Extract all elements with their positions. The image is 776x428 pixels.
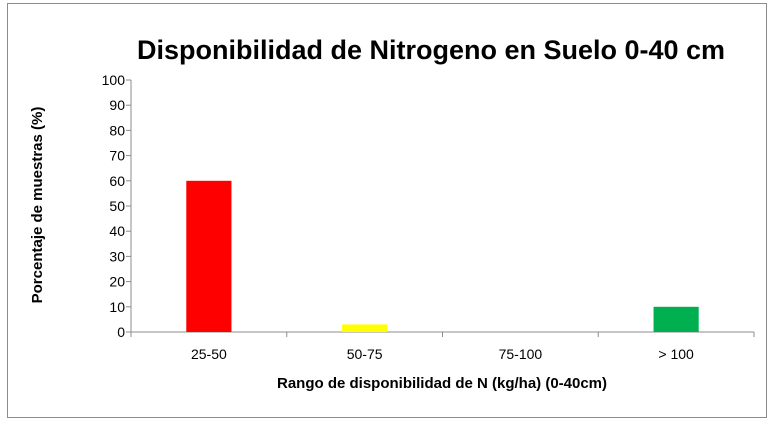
x-axis-title: Rango de disponibilidad de N (kg/ha) (0-… (277, 375, 607, 392)
chart-frame (7, 3, 767, 418)
bar (342, 324, 388, 332)
x-tick-label: 25-50 (191, 346, 227, 362)
bar (653, 306, 699, 332)
y-tick-label: 80 (109, 122, 125, 138)
y-axis-title: Porcentaje de muestras (%) (29, 107, 46, 304)
y-tick-label: 70 (109, 148, 125, 164)
y-tick-label: 40 (109, 223, 125, 239)
y-tick-label: 20 (109, 274, 125, 290)
y-tick-label: 90 (109, 97, 125, 113)
y-tick-label: 100 (102, 72, 126, 88)
plot-area: 0 10 20 30 40 50 60 70 80 90 100 25-50 50-75 75-100 > … (102, 72, 755, 362)
y-tick-label: 10 (109, 299, 125, 315)
y-tick-label: 60 (109, 173, 125, 189)
bar (186, 180, 232, 332)
x-tick-label: 75-100 (499, 346, 543, 362)
x-tick-label: > 100 (658, 346, 694, 362)
x-tick-label: 50-75 (347, 346, 383, 362)
y-tick-label: 50 (109, 198, 125, 214)
chart-title: Disponibilidad de Nitrogeno en Suelo 0-4… (137, 35, 725, 65)
y-tick-label: 30 (109, 248, 125, 264)
y-tick-label: 0 (117, 324, 125, 340)
